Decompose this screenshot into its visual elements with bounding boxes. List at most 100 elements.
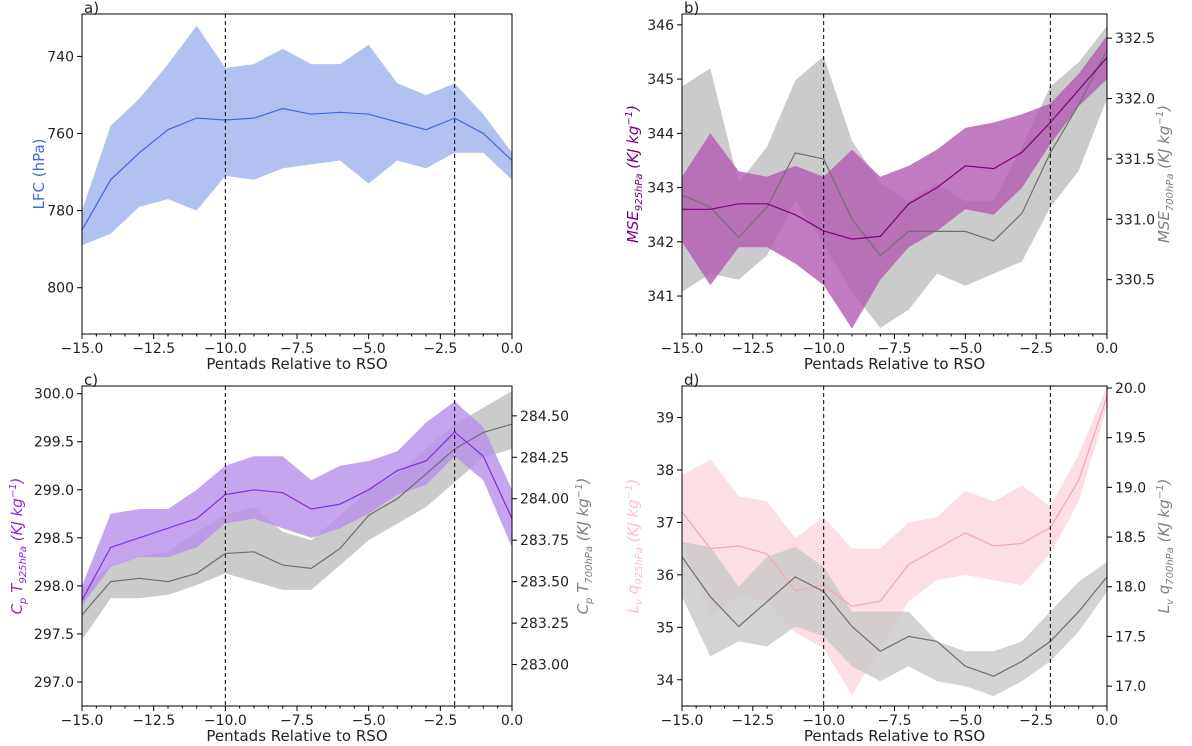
left-y-tick-label: 298.5	[34, 531, 74, 547]
left-y-axis-label: LFC (hPa)	[30, 138, 48, 209]
right-y-tick-label: 331.5	[1115, 152, 1155, 168]
plot-area	[82, 25, 512, 246]
panel-d: −15.0 −12.5 −10.0 −7.5 −5.0 −2.5 0.0 Pentads Re…	[624, 371, 1176, 745]
x-tick-label: −12.5	[132, 713, 175, 729]
left-y-tick-label: 298.0	[34, 579, 74, 595]
x-tick-label: −10.0	[802, 341, 845, 357]
right-y-tick-label: 331.0	[1115, 212, 1155, 228]
x-tick-label: 0.0	[1096, 341, 1118, 357]
right-y-tick-label: 283.50	[520, 575, 569, 591]
series-band-left	[82, 25, 512, 246]
right-y-tick-label: 332.0	[1115, 92, 1155, 108]
right-y-axis-label: Lv q700hPa (KJ kg−1)	[1155, 479, 1176, 614]
right-y-tick-label: 283.75	[520, 533, 569, 549]
left-y-tick-label: 35	[656, 620, 674, 636]
x-tick-label: 0.0	[501, 341, 523, 357]
panel-label: c)	[84, 371, 98, 389]
x-tick-label: −10.0	[204, 341, 247, 357]
x-tick-label: −5.0	[948, 341, 982, 357]
panel-label: a)	[84, 0, 99, 17]
x-tick-label: −12.5	[132, 341, 175, 357]
series-band-left	[82, 401, 512, 606]
series-band-left	[682, 35, 1107, 329]
x-tick-label: −2.5	[423, 713, 457, 729]
right-y-tick-label: 18.5	[1115, 530, 1146, 546]
x-tick-label: −7.5	[878, 341, 912, 357]
x-tick-label: −15.0	[61, 341, 104, 357]
series-mean-line-left	[82, 431, 512, 601]
left-y-tick-label: 297.5	[34, 627, 74, 643]
right-y-tick-label: 17.5	[1115, 629, 1146, 645]
series-band-right	[82, 391, 512, 640]
left-y-tick-label: 37	[656, 515, 674, 531]
x-tick-label: 0.0	[1096, 713, 1118, 729]
right-y-tick-label: 20.0	[1115, 381, 1146, 397]
left-y-tick-label: 346	[647, 18, 674, 34]
series-mean-line-left	[82, 107, 512, 231]
right-y-tick-label: 330.5	[1115, 273, 1155, 289]
left-y-axis-label: MSE925hPa (KJ kg−1)	[624, 105, 645, 243]
series-mean-line-left	[682, 396, 1107, 607]
right-y-tick-label: 284.00	[520, 492, 569, 508]
left-y-tick-label: 343	[647, 181, 674, 197]
left-y-tick-label: 39	[656, 410, 674, 426]
x-tick-label: −2.5	[1019, 713, 1053, 729]
left-y-tick-label: 299.0	[34, 483, 74, 499]
series-band-right	[682, 26, 1107, 328]
left-y-tick-label: 299.5	[34, 435, 74, 451]
x-tick-label: −7.5	[280, 341, 314, 357]
series-mean-line-right	[82, 423, 512, 616]
x-tick-label: −2.5	[1019, 341, 1053, 357]
x-tick-label: −5.0	[352, 713, 386, 729]
left-y-tick-label: 780	[47, 204, 74, 220]
x-axis-label: Pentads Relative to RSO	[804, 355, 985, 373]
series-mean-line-right	[682, 49, 1107, 257]
left-y-tick-label: 34	[656, 673, 674, 689]
x-tick-label: −15.0	[661, 713, 704, 729]
right-y-tick-label: 18.0	[1115, 580, 1146, 596]
plot-area	[682, 386, 1107, 697]
right-y-tick-label: 284.50	[520, 409, 569, 425]
left-y-tick-label: 344	[647, 126, 674, 142]
panel-b: −15.0 −12.5 −10.0 −7.5 −5.0 −2.5 0.0 Pentads Re…	[624, 0, 1176, 373]
left-y-tick-label: 297.0	[34, 675, 74, 691]
x-tick-label: −10.0	[802, 713, 845, 729]
left-y-tick-label: 38	[656, 463, 674, 479]
left-y-tick-label: 342	[647, 235, 674, 251]
x-axis-label: Pentads Relative to RSO	[804, 727, 985, 745]
series-mean-line-left	[682, 57, 1107, 240]
right-y-tick-label: 19.0	[1115, 480, 1146, 496]
x-tick-label: −7.5	[878, 713, 912, 729]
panel-label: d)	[684, 371, 699, 389]
left-y-tick-label: 300.0	[34, 387, 74, 403]
left-y-tick-label: 341	[647, 289, 674, 305]
x-tick-label: 0.0	[501, 713, 523, 729]
left-y-tick-label: 345	[647, 72, 674, 88]
x-tick-label: −15.0	[61, 713, 104, 729]
left-y-tick-label: 800	[47, 281, 74, 297]
left-y-tick-label: 760	[47, 127, 74, 143]
x-tick-label: −15.0	[661, 341, 704, 357]
left-y-tick-label: 740	[47, 49, 74, 65]
left-y-axis-label: Lv q925hPa (KJ kg−1)	[624, 479, 645, 614]
left-y-tick-label: 36	[656, 568, 674, 584]
series-mean-line-right	[682, 556, 1107, 677]
x-tick-label: −10.0	[204, 713, 247, 729]
right-y-tick-label: 283.25	[520, 616, 569, 632]
x-tick-label: −12.5	[731, 713, 774, 729]
plot-area	[82, 391, 512, 640]
panel-a: −15.0 −12.5 −10.0 −7.5 −5.0 −2.5 0.0 Pentads Re…	[30, 0, 523, 373]
right-y-tick-label: 19.5	[1115, 431, 1146, 447]
panel-c: −15.0 −12.5 −10.0 −7.5 −5.0 −2.5 0.0 Pentads Re…	[8, 371, 595, 745]
right-y-axis-label: Cp T700hPa (KJ kg−1)	[574, 478, 595, 615]
right-y-tick-label: 17.0	[1115, 679, 1146, 695]
plot-area	[682, 26, 1107, 329]
right-y-tick-label: 283.00	[520, 658, 569, 674]
x-tick-label: −2.5	[423, 341, 457, 357]
x-tick-label: −7.5	[280, 713, 314, 729]
right-y-tick-label: 284.25	[520, 450, 569, 466]
panel-label: b)	[684, 0, 699, 17]
x-tick-label: −5.0	[948, 713, 982, 729]
x-tick-label: −5.0	[352, 341, 386, 357]
